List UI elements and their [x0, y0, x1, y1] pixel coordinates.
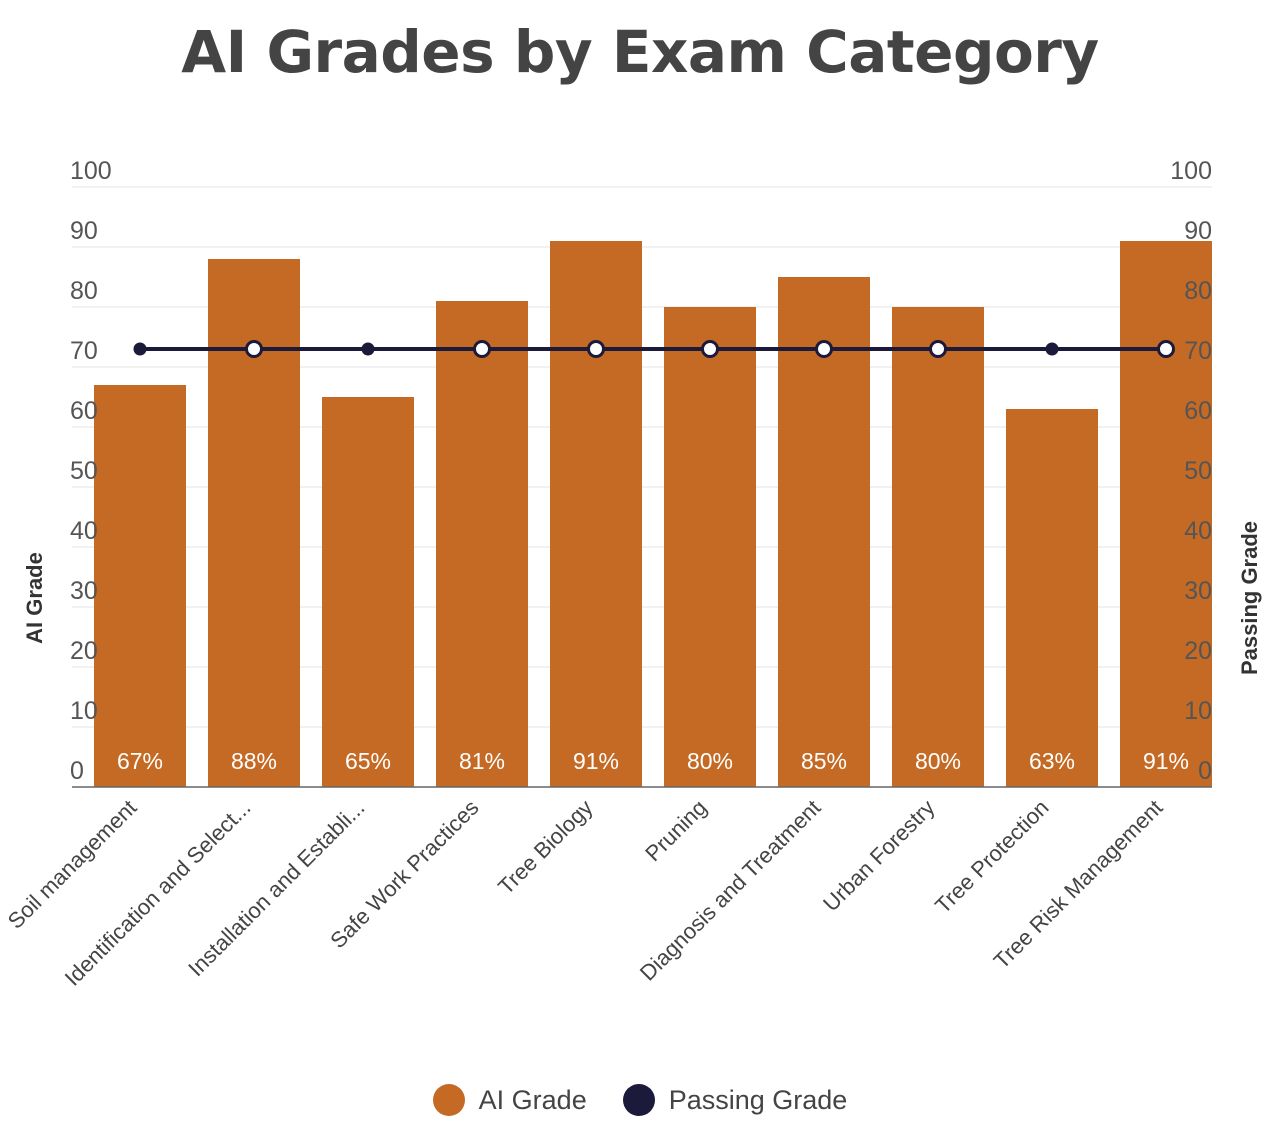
y-axis-right-title: Passing Grade	[1237, 521, 1262, 675]
y-tick-left: 90	[70, 217, 98, 245]
y-tick-left: 70	[70, 337, 98, 365]
bar-data-label: 91%	[573, 748, 619, 774]
bar-data-label: 63%	[1029, 748, 1075, 774]
bar-data-label: 80%	[915, 748, 961, 774]
y-tick-right: 60	[1184, 397, 1212, 425]
bar	[778, 277, 870, 787]
bar	[550, 241, 642, 787]
bar	[664, 307, 756, 787]
passing-grade-point	[1045, 342, 1059, 356]
y-tick-right: 70	[1184, 337, 1212, 365]
y-tick-left: 80	[70, 277, 98, 305]
y-tick-left: 60	[70, 397, 98, 425]
bar-data-label: 81%	[459, 748, 505, 774]
passing-grade-line	[133, 340, 1175, 358]
passing-grade-point	[361, 342, 375, 356]
y-tick-right: 90	[1184, 217, 1212, 245]
bars	[94, 241, 1212, 787]
x-tick-label: Urban Forestry	[818, 795, 939, 916]
x-tick-label: Diagnosis and Treatment	[635, 795, 826, 986]
x-tick-label: Tree Protection	[930, 795, 1053, 918]
bar	[208, 259, 300, 787]
bar-data-label: 91%	[1143, 748, 1189, 774]
y-tick-right: 10	[1184, 697, 1212, 725]
x-tick-label: Tree Biology	[493, 795, 597, 899]
bar-data-label: 67%	[117, 748, 163, 774]
bar-data-label: 88%	[231, 748, 277, 774]
y-tick-left: 40	[70, 517, 98, 545]
bar	[322, 397, 414, 787]
y-tick-left: 50	[70, 457, 98, 485]
y-tick-right: 20	[1184, 637, 1212, 665]
passing-grade-point	[929, 340, 947, 358]
x-tick-label: Pruning	[640, 795, 711, 866]
bar	[436, 301, 528, 787]
bar	[94, 385, 186, 787]
legend-swatch-ai-grade	[432, 1084, 465, 1116]
x-tick-label: Identification and Select...	[60, 795, 256, 991]
y-tick-left: 30	[70, 577, 98, 605]
passing-grade-point	[815, 340, 833, 358]
passing-grade-point	[473, 340, 491, 358]
legend-label-passing-grade: Passing Grade	[668, 1084, 848, 1115]
y-tick-right: 30	[1184, 577, 1212, 605]
passing-grade-point	[587, 340, 605, 358]
passing-grade-point	[1157, 340, 1175, 358]
bar	[892, 307, 984, 787]
bar-data-label: 85%	[801, 748, 847, 774]
bar-data-label: 80%	[687, 748, 733, 774]
chart-title: AI Grades by Exam Category	[181, 18, 1099, 86]
legend-item-passing-grade[interactable]: Passing Grade	[622, 1084, 848, 1116]
y-axis-left-title: AI Grade	[22, 552, 47, 644]
y-tick-left: 0	[70, 757, 84, 785]
y-tick-right: 40	[1184, 517, 1212, 545]
bar-data-label: 65%	[345, 748, 391, 774]
legend-swatch-passing-grade	[622, 1084, 655, 1116]
y-tick-right: 0	[1198, 757, 1212, 785]
legend-item-ai-grade[interactable]: AI Grade	[432, 1084, 587, 1116]
bar	[1006, 409, 1098, 787]
y-tick-left: 20	[70, 637, 98, 665]
y-tick-right: 100	[1170, 157, 1212, 185]
bar	[1120, 241, 1212, 787]
y-tick-left: 10	[70, 697, 98, 725]
legend-label-ai-grade: AI Grade	[478, 1084, 587, 1115]
y-tick-right: 50	[1184, 457, 1212, 485]
passing-grade-point	[701, 340, 719, 358]
passing-grade-point	[245, 340, 263, 358]
legend: AI Grade Passing Grade	[0, 1084, 1280, 1116]
passing-grade-point	[133, 342, 147, 356]
y-tick-right: 80	[1184, 277, 1212, 305]
y-tick-left: 100	[70, 157, 112, 185]
